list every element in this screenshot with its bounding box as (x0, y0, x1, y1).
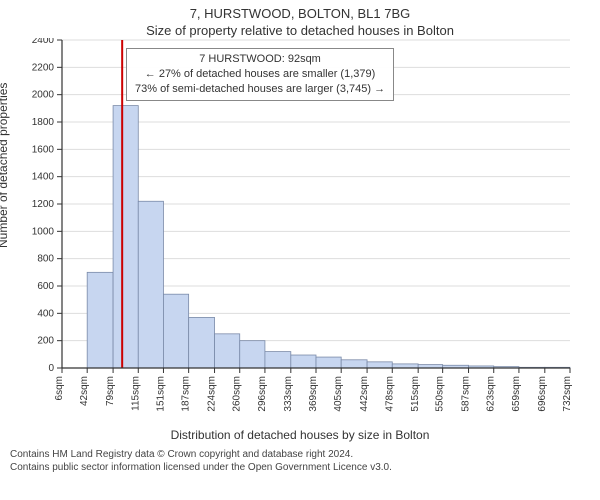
histogram-bar (265, 352, 291, 368)
histogram-bar (189, 317, 215, 368)
x-tick-label: 42sqm (79, 376, 90, 406)
y-tick-label: 1200 (32, 199, 55, 210)
x-tick-label: 79sqm (105, 376, 116, 406)
x-axis-label: Distribution of detached houses by size … (0, 428, 600, 442)
x-tick-label: 115sqm (130, 376, 141, 411)
chart-area: Number of detached properties 0 200 400 600… (0, 38, 600, 426)
y-tick-label: 1600 (32, 144, 55, 155)
histogram-bar (367, 362, 392, 368)
x-tick-label: 478sqm (384, 376, 395, 412)
y-tick-label: 600 (37, 281, 54, 292)
histogram-bar (138, 201, 163, 368)
footer: Contains HM Land Registry data © Crown c… (0, 442, 600, 474)
histogram-bar (113, 106, 138, 368)
histogram-bar (291, 355, 316, 368)
x-tick-label: 659sqm (511, 376, 522, 412)
x-tick-label: 405sqm (333, 376, 344, 412)
x-tick-label: 260sqm (232, 376, 243, 412)
y-tick-label: 2000 (32, 90, 55, 101)
title-line-2: Size of property relative to detached ho… (0, 23, 600, 38)
x-tick-label: 6sqm (54, 376, 65, 400)
y-tick-label: 400 (37, 308, 54, 319)
histogram-bar (87, 272, 113, 368)
x-tick-label: 442sqm (359, 376, 370, 412)
y-tick-label: 1400 (32, 172, 55, 183)
x-tick-label: 224sqm (207, 376, 218, 412)
y-tick-label: 0 (48, 363, 54, 374)
y-tick-label: 1000 (32, 226, 55, 237)
y-tick-label: 2400 (32, 38, 55, 46)
histogram-bar (215, 334, 240, 368)
y-tick-label: 200 (37, 336, 54, 347)
annotation-line2: ← 27% of detached houses are smaller (1,… (135, 67, 385, 82)
x-tick-label: 151sqm (155, 376, 166, 412)
title-line-1: 7, HURSTWOOD, BOLTON, BL1 7BG (0, 6, 600, 21)
x-tick-label: 696sqm (537, 376, 548, 412)
y-axis-label: Number of detached properties (0, 83, 10, 248)
y-tick-label: 2200 (32, 62, 55, 73)
x-tick-label: 732sqm (562, 376, 573, 412)
histogram-bar (163, 294, 188, 368)
x-tick-label: 369sqm (308, 376, 319, 412)
x-tick-label: 515sqm (410, 376, 421, 412)
histogram-bar (392, 364, 418, 368)
x-tick-label: 333sqm (283, 376, 294, 412)
x-tick-label: 187sqm (181, 376, 192, 412)
x-tick-label: 550sqm (435, 376, 446, 412)
histogram-bar (240, 341, 265, 368)
x-tick-label: 587sqm (461, 376, 472, 412)
x-tick-label: 296sqm (257, 376, 268, 412)
annotation-line3: 73% of semi-detached houses are larger (… (135, 82, 385, 97)
footer-line2: Contains public sector information licen… (10, 461, 590, 474)
histogram-bar (316, 357, 341, 368)
chart-titles: 7, HURSTWOOD, BOLTON, BL1 7BG Size of pr… (0, 0, 600, 38)
footer-line1: Contains HM Land Registry data © Crown c… (10, 448, 590, 461)
histogram-bar (341, 360, 367, 368)
y-tick-label: 800 (37, 254, 54, 265)
annotation-line1: 7 HURSTWOOD: 92sqm (135, 52, 385, 67)
y-tick-label: 1800 (32, 117, 55, 128)
annotation-box: 7 HURSTWOOD: 92sqm ← 27% of detached hou… (126, 48, 394, 101)
x-tick-label: 623sqm (486, 376, 497, 412)
